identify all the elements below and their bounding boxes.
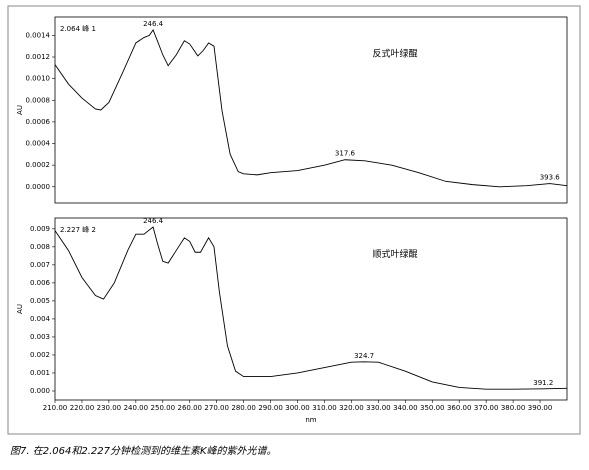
series-name: 顺式叶绿醌 bbox=[372, 248, 417, 260]
y-tick-label: 0.001 bbox=[30, 369, 50, 377]
y-tick-label: 0.0006 bbox=[26, 118, 51, 126]
panel-title: 2.227 峰 2 bbox=[60, 225, 96, 234]
plot-area bbox=[54, 217, 568, 401]
frame bbox=[7, 5, 581, 435]
y-tick-label: 0.002 bbox=[30, 351, 50, 359]
y-tick-label: 0.0014 bbox=[26, 31, 51, 39]
x-tick-label: 300.00 bbox=[285, 404, 310, 412]
spectrum-line bbox=[54, 29, 568, 188]
caption: 图7. 在2.064和2.227分钟检测到的维生素K峰的紫外光谱。 bbox=[10, 445, 277, 457]
y-tick-label: 0.0008 bbox=[26, 96, 51, 104]
y-tick-label: 0.008 bbox=[30, 243, 50, 251]
x-tick-label: 360.00 bbox=[447, 404, 472, 412]
spectrum-line bbox=[54, 226, 568, 390]
peak-label: 324.7 bbox=[354, 352, 374, 360]
x-tick-label: 280.00 bbox=[231, 404, 256, 412]
peak-label: 317.6 bbox=[335, 150, 356, 158]
x-tick-label: 270.00 bbox=[204, 404, 229, 412]
x-tick-label: 250.00 bbox=[151, 404, 176, 412]
y-tick-label: 0.005 bbox=[30, 297, 50, 305]
y-tick-label: 0.0004 bbox=[26, 140, 51, 148]
x-tick-label: 220.00 bbox=[70, 404, 95, 412]
x-tick-label: 330.00 bbox=[366, 404, 391, 412]
x-tick-label: 390.00 bbox=[528, 404, 553, 412]
y-tick-label: 0.0002 bbox=[26, 161, 51, 169]
y-tick-label: 0.0000 bbox=[26, 183, 51, 191]
series-name: 反式叶绿醌 bbox=[372, 48, 417, 60]
x-tick-label: 380.00 bbox=[501, 404, 526, 412]
x-tick-label: 320.00 bbox=[339, 404, 364, 412]
y-tick-label: 0.004 bbox=[30, 315, 51, 323]
peak-label: 246.4 bbox=[143, 217, 164, 225]
peak-label: 391.2 bbox=[533, 379, 553, 387]
y-tick-label: 0.000 bbox=[30, 387, 50, 395]
x-tick-label: 290.00 bbox=[258, 404, 283, 412]
y-axis-label: AU bbox=[16, 105, 24, 115]
x-tick-label: 340.00 bbox=[393, 404, 418, 412]
y-tick-label: 0.0012 bbox=[26, 53, 51, 61]
y-tick-label: 0.009 bbox=[30, 225, 50, 233]
panel-title: 2.064 峰 1 bbox=[60, 24, 96, 33]
peak-label: 393.6 bbox=[540, 174, 561, 182]
x-tick-label: 370.00 bbox=[474, 404, 499, 412]
y-axis-label: AU bbox=[16, 304, 24, 314]
y-tick-label: 0.007 bbox=[30, 261, 50, 269]
y-tick-label: 0.003 bbox=[30, 333, 50, 341]
x-tick-label: 350.00 bbox=[420, 404, 445, 412]
x-tick-label: 310.00 bbox=[312, 404, 337, 412]
x-tick-label: 240.00 bbox=[124, 404, 149, 412]
x-tick-label: 210.00 bbox=[43, 404, 68, 412]
x-axis-label: nm bbox=[305, 416, 316, 424]
x-tick-label: 230.00 bbox=[97, 404, 122, 412]
plot-area bbox=[54, 16, 568, 204]
x-tick-label: 260.00 bbox=[177, 404, 202, 412]
peak-label: 246.4 bbox=[143, 20, 164, 28]
y-tick-label: 0.006 bbox=[30, 279, 51, 287]
y-tick-label: 0.0010 bbox=[26, 75, 51, 83]
